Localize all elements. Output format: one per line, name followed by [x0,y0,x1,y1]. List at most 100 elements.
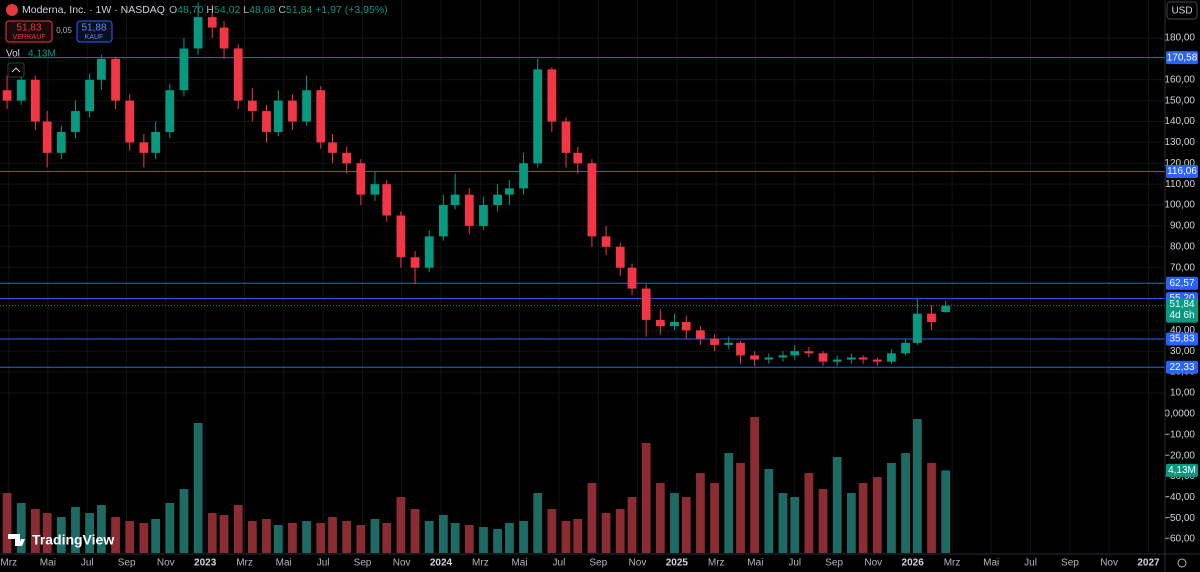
x-tick-label: Mrz [472,558,489,569]
volume-bar [2,493,12,553]
settings-icon[interactable] [1177,558,1187,568]
x-tick-label: Nov [1100,558,1118,569]
y-tick-label: 110,00 [1165,179,1195,190]
buy-button[interactable] [76,20,113,43]
candle-body [207,17,217,28]
volume-layer [2,417,951,553]
y2-tick-label: −20,00 [1164,450,1195,461]
y-tick-label: 10,00 [1170,388,1195,399]
x-tick-label: Mai [276,558,292,569]
volume-bar [750,417,760,553]
volume-bar [941,470,951,553]
collapse-icon [11,67,21,73]
c-label: C [278,4,286,16]
currency-button[interactable] [1166,1,1198,20]
volume-bar [641,443,651,553]
volume-bar [681,497,691,553]
volume-bar [42,513,52,553]
x-tick-label: 2026 [902,558,925,569]
volume-bar [696,473,705,553]
candle-body [342,152,352,164]
volume-bar [424,521,434,553]
candle-body [111,58,120,101]
volume-bar [262,519,271,553]
collapse-button[interactable] [7,62,25,78]
y-tick-label: 30,00 [1170,346,1195,357]
y-tick-label: 180,00 [1164,33,1195,44]
candle-body [846,357,856,360]
volume-bar [342,521,352,553]
volume-bar [615,509,625,553]
candle-body [56,131,66,153]
candle-body [370,184,380,195]
candle-body [262,111,271,132]
candle-body [696,330,705,339]
y-tick-label: 140,00 [1164,116,1195,127]
candle-body [804,351,814,354]
volume-bar [670,493,679,553]
level-label: 35,83 [1169,334,1194,345]
level-label: 22,33 [1169,362,1194,373]
candle-body [139,142,149,153]
level-tag [1166,276,1198,290]
symbol-logo [6,4,18,16]
buy-price: 51,88 [81,23,106,34]
y-tick-label: 120,00 [1164,158,1195,169]
volume-bar [519,521,528,553]
volume-bar [872,477,882,553]
candle-body [438,205,448,237]
candle-body [42,121,52,153]
volume-bar [302,521,311,553]
candle-body [887,353,896,362]
x-tick-label: Jul [1024,558,1037,569]
volume-bar [151,519,161,553]
x-tick-label: Nov [864,558,882,569]
y-tick-label: 100,00 [1164,200,1195,211]
candles-layer [2,2,951,366]
volume-bar [410,509,420,553]
volume-bar [16,503,26,553]
h-label: H [206,4,214,16]
volume-legend-value: 4,13M [28,49,56,60]
volume-bar [438,515,448,553]
x-tick-label: Nov [393,558,411,569]
x-tick-label: Jul [788,558,801,569]
volume-bar [193,423,203,553]
candle-body [165,90,175,132]
volume-bar [179,489,189,553]
x-tick-label: Sep [1061,558,1079,569]
candle-body [193,17,203,49]
volume-bar [561,521,571,553]
volume-bar [587,483,597,553]
candle-body [356,163,366,195]
candle-body [288,100,297,122]
y2-tick-label: −40,00 [1164,492,1195,503]
volume-bar [493,529,502,553]
sell-label: VERKAUF [12,34,45,41]
sell-button[interactable] [5,20,53,43]
candle-body [30,79,40,122]
candle-body [655,319,665,327]
x-tick-label: Mrz [944,558,961,569]
candle-body [424,236,434,268]
volume-bar [764,469,774,553]
y2-tick-label: −50,00 [1164,513,1195,524]
candle-body [71,111,80,132]
h-value: 54,02 [214,4,240,16]
volume-bar [901,453,910,553]
x-tick-label: Jul [317,558,330,569]
candle-body [2,90,12,101]
y-tick-label: 40,00 [1170,325,1195,336]
candle-body [615,246,625,268]
candle-body [493,194,502,206]
y2-tick-label: 0,0000 [1164,409,1195,420]
candle-body [151,131,161,153]
volume-bar [464,525,474,553]
level-label: 62,57 [1169,278,1194,289]
volume-bar [505,523,514,553]
volume-bar [927,463,936,553]
candle-body [410,257,420,268]
volume-bar [790,497,800,553]
candle-body [519,163,528,189]
